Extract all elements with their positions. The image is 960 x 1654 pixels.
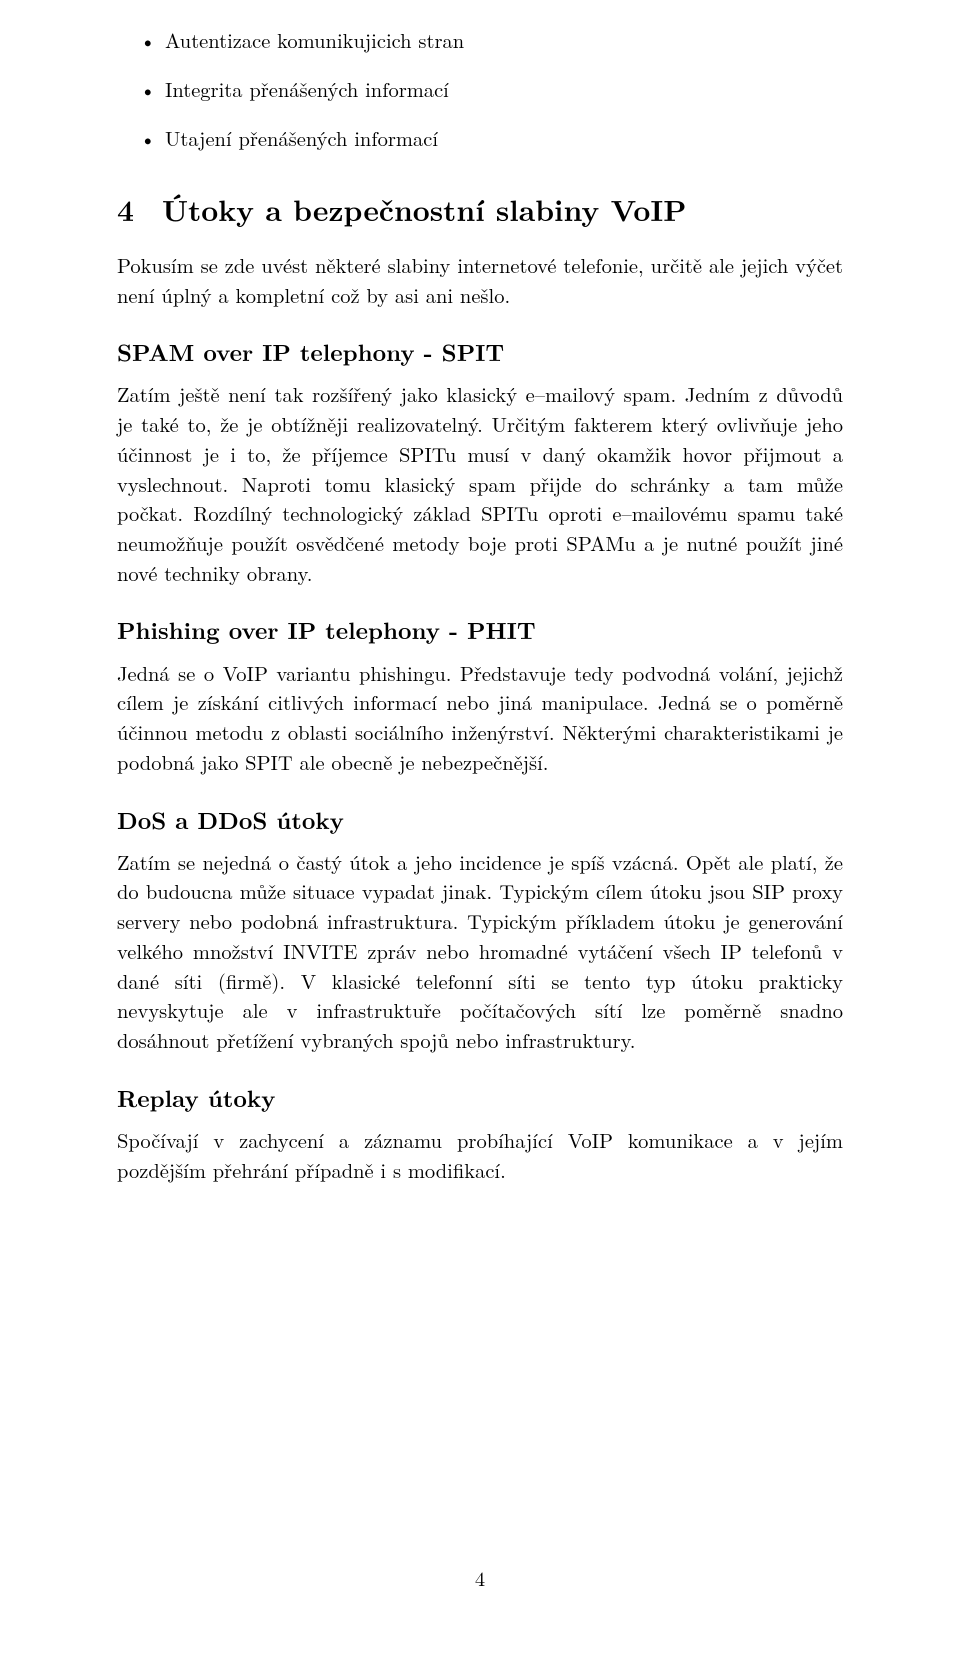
paragraph-phit: Jedná se o VoIP variantu phishingu. Před… [117,658,843,777]
section-number: 4 [117,192,134,227]
subsection-heading-dos: DoS a DDoS útoky [117,805,843,833]
page-container: Autentizace komunikujicich stran Integri… [0,0,960,1184]
section-title: Útoky a bezpečnostní slabiny VoIP [162,188,686,230]
list-item: Integrita přenášených informací [165,73,843,106]
section-heading: 4Útoky a bezpečnostní slabiny VoIP [117,192,843,227]
paragraph-replay: Spočívají v zachycení a záznamu probíhaj… [117,1125,843,1184]
section-intro: Pokusím se zde uvést některé slabiny int… [117,250,843,309]
bullet-list: Autentizace komunikujicich stran Integri… [117,24,843,154]
subsection-heading-replay: Replay útoky [117,1083,843,1111]
subsection-heading-phit: Phishing over IP telephony - PHIT [117,615,843,643]
page-number: 4 [0,1563,960,1592]
subsection-heading-spit: SPAM over IP telephony - SPIT [117,337,843,365]
paragraph-dos: Zatím se nejedná o častý útok a jeho inc… [117,847,843,1055]
paragraph-spit: Zatím ještě není tak rozšířený jako klas… [117,379,843,587]
list-item: Utajení přenášených informací [165,122,843,155]
list-item: Autentizace komunikujicich stran [165,24,843,57]
